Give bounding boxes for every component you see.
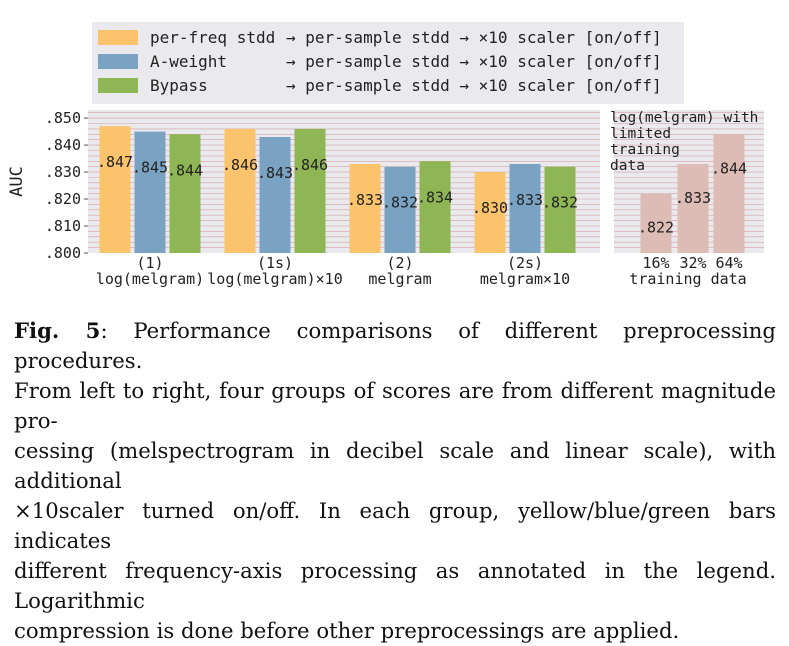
legend-swatch: [98, 78, 138, 93]
y-tick-label: .800: [45, 244, 81, 262]
x-category-name: melgram×10: [480, 270, 570, 288]
y-tick-label: .840: [45, 136, 81, 154]
x-category-name: melgram: [368, 270, 431, 288]
bar-value-label: .833: [507, 191, 543, 209]
bar: [419, 161, 451, 253]
side-x-tick-label: 16%: [642, 254, 669, 272]
side-bar-value-label: .844: [711, 159, 747, 177]
caption-line: ×10scaler turned on/off. In each group, …: [14, 498, 776, 553]
legend-box: [92, 22, 684, 104]
bar: [169, 134, 201, 253]
bar: [294, 128, 326, 253]
side-x-axis-label: training data: [629, 270, 746, 288]
caption-line: From left to right, four groups of score…: [14, 378, 776, 433]
bar-value-label: .845: [132, 159, 168, 177]
side-annotation-line: limited: [610, 126, 671, 142]
caption-line: compression is done before other preproc…: [14, 618, 680, 643]
side-annotation-line: data: [610, 158, 645, 174]
caption-line: different frequency-axis processing as a…: [14, 558, 776, 613]
y-tick-label: .810: [45, 217, 81, 235]
side-bar-value-label: .822: [638, 219, 674, 237]
bar: [259, 137, 291, 253]
bar: [349, 164, 381, 253]
bar-value-label: .832: [382, 194, 418, 212]
side-annotation-line: log(melgram) with: [610, 110, 758, 126]
side-annotation-line: training: [610, 142, 680, 158]
bar-value-label: .833: [347, 191, 383, 209]
legend-chain: → per-sample stdd → ×10 scaler [on/off]: [286, 28, 662, 47]
bar-value-label: .847: [97, 153, 133, 171]
bar-value-label: .834: [417, 188, 453, 206]
side-bar-value-label: .833: [675, 189, 711, 207]
legend-chain: → per-sample stdd → ×10 scaler [on/off]: [286, 76, 662, 95]
side-x-tick-label: 32%: [679, 254, 706, 272]
x-category-id: (1s): [257, 254, 293, 272]
side-bar: [677, 164, 709, 253]
main-chart: .800 .810 .820 .830 .840 .850 AUC .847 .846 .833.…: [7, 109, 764, 288]
legend-chain: → per-sample stdd → ×10 scaler [on/off]: [286, 52, 662, 71]
legend-label: A-weight: [150, 52, 227, 71]
x-category-id: (2s): [507, 254, 543, 272]
bar: [99, 126, 131, 253]
y-tick-label: .850: [45, 109, 81, 127]
caption-line: cessing (melspectrogram in decibel scale…: [14, 438, 776, 493]
bar: [224, 128, 256, 253]
bar: [134, 131, 166, 253]
x-category-id: (2): [386, 254, 413, 272]
bar-value-label: .830: [472, 199, 508, 217]
y-tick-label: .820: [45, 190, 81, 208]
bar: [384, 166, 416, 253]
caption-line: : Performance comparisons of different p…: [14, 318, 776, 373]
figure: per-freq stdd → per-sample stdd → ×10 sca…: [7, 22, 764, 288]
legend-swatch: [98, 30, 138, 45]
caption-fig-label: Fig. 5: [14, 318, 101, 343]
legend-label: per-freq stdd: [150, 28, 275, 47]
bar-value-label: .844: [167, 161, 203, 179]
bar: [509, 164, 541, 253]
y-axis-label: AUC: [7, 166, 27, 197]
bar-value-label: .832: [542, 194, 578, 212]
x-category-name: log(melgram): [96, 270, 204, 288]
bar: [544, 166, 576, 253]
x-category-name: log(melgram)×10: [207, 270, 342, 288]
legend-label: Bypass: [150, 76, 208, 95]
side-x-tick-label: 64%: [715, 254, 742, 272]
x-category-id: (1): [136, 254, 163, 272]
bar-value-label: .846: [222, 156, 258, 174]
bar-value-label: .846: [292, 156, 328, 174]
bar-value-label: .843: [257, 164, 293, 182]
legend-swatch: [98, 54, 138, 69]
figure-caption: Fig. 5: Performance comparisons of diffe…: [14, 316, 776, 646]
y-tick-label: .830: [45, 163, 81, 181]
side-bar: [713, 134, 745, 253]
bar: [474, 172, 506, 253]
side-bar: [640, 193, 672, 253]
legend: per-freq stdd → per-sample stdd → ×10 sca…: [92, 22, 684, 104]
